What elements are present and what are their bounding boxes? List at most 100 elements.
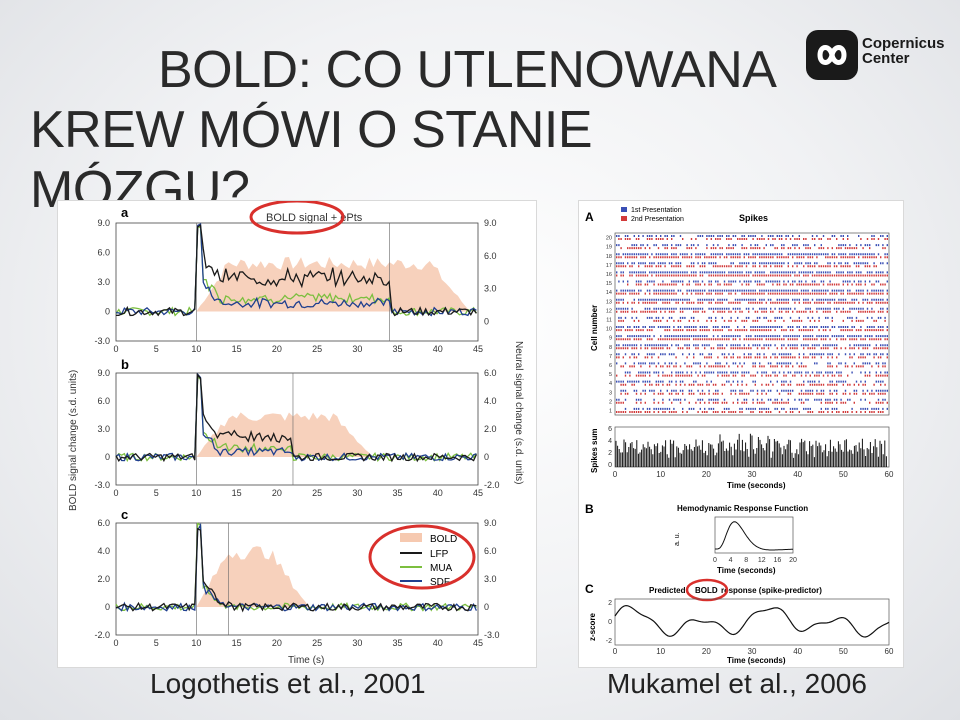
x-tick-c: 35 (393, 638, 403, 648)
left-tick-b: 0 (105, 452, 110, 462)
x-tick-c: 30 (352, 638, 362, 648)
time-tick: 0 (613, 470, 618, 479)
x-tick-a: 40 (433, 344, 443, 354)
figure-mukamel-svg: A 1st Presentation 2nd Presentation Spik… (585, 207, 894, 665)
logo-text: Copernicus Center (862, 35, 945, 67)
caption-mukamel: Mukamel et al., 2006 (607, 668, 867, 699)
plot-a: 9.06.03.00-3.09.06.03.000 5 10 15 20 25 30 35 40… (94, 218, 496, 354)
raster-title: Spikes (739, 213, 768, 223)
pred-time-tick: 30 (748, 647, 757, 656)
x-tick-a: 35 (393, 344, 403, 354)
x-tick-b: 5 (154, 488, 159, 498)
hrf-tick: 20 (789, 557, 797, 564)
pred-time-tick: 50 (839, 647, 848, 656)
highlight-circle-legend (368, 524, 476, 590)
x-tick-a: 5 (154, 344, 159, 354)
pred-time-tick: 60 (885, 647, 894, 656)
spikes-sum-tick: 6 (608, 426, 612, 433)
right-tick-a: 6.0 (484, 251, 497, 261)
legend-2nd: 2nd Presentation (631, 216, 684, 223)
title-line-1: BOLD: CO UTLENOWANA (158, 41, 777, 99)
left-tick-b: 6.0 (97, 396, 110, 406)
cell-tick: 9 (609, 336, 612, 342)
left-tick-c: -2.0 (94, 630, 110, 640)
right-tick-a: 3.0 (484, 284, 497, 294)
copernicus-logo-icon (806, 30, 858, 80)
x-tick-a: 45 (473, 344, 483, 354)
panel-label-a: a (121, 205, 129, 220)
right-tick-a: 0 (484, 316, 489, 326)
time-tick: 50 (839, 470, 848, 479)
right-tick-c: -3.0 (484, 630, 500, 640)
x-tick-b: 15 (232, 488, 242, 498)
legend-bold: BOLD (430, 534, 457, 545)
left-tick-a: 9.0 (97, 218, 110, 228)
x-tick-b: 45 (473, 488, 483, 498)
cell-tick: 17 (606, 263, 612, 269)
trace-lfp-b (115, 373, 477, 463)
cell-tick: 14 (606, 290, 612, 296)
time-label: Time (seconds) (727, 481, 786, 490)
legend-swatch-1st (621, 207, 627, 212)
bold-area-c (196, 546, 310, 607)
right-tick-b: 0 (484, 452, 489, 462)
x-tick-b: 40 (433, 488, 443, 498)
cell-tick: 5 (609, 372, 612, 378)
legend-mua: MUA (430, 563, 453, 574)
legend-1st: 1st Presentation (631, 207, 682, 214)
left-tick-a: 6.0 (97, 248, 110, 258)
hrf-title: Hemodynamic Response Function (677, 504, 808, 513)
cell-tick: 20 (606, 236, 612, 242)
cell-tick: 3 (609, 390, 612, 396)
plot-c: 6.04.02.00-2.09.06.03.00-3.00 5 10 15 20 25 30… (94, 518, 499, 648)
figure-logothetis: a b c BOLD signal + ePts BOLD signal cha… (57, 199, 537, 668)
time-tick: 40 (793, 470, 802, 479)
z-tick: 2 (608, 600, 612, 607)
x-tick-b: 30 (352, 488, 362, 498)
trace-sdf-c (115, 522, 477, 613)
left-tick-a: -3.0 (94, 336, 110, 346)
x-tick-b: 0 (113, 488, 118, 498)
x-tick-c: 40 (433, 638, 443, 648)
x-tick-c: 20 (272, 638, 282, 648)
right-axis-label: Neural signal change (s.d. units) (513, 341, 524, 484)
plot-frame-a (115, 222, 479, 342)
x-tick-c: 0 (113, 638, 118, 648)
cell-tick: 19 (606, 245, 612, 251)
x-tick-b: 35 (393, 488, 403, 498)
right-tick-b: 4.0 (484, 396, 497, 406)
pred-title-post: response (spike-predictor) (721, 586, 822, 595)
cell-tick: 4 (609, 381, 612, 387)
x-tick-a: 25 (312, 344, 322, 354)
hrf-time-label: Time (seconds) (717, 566, 776, 575)
time-tick: 30 (748, 470, 757, 479)
pred-time-label: Time (seconds) (727, 656, 786, 665)
x-tick-c: 10 (191, 638, 201, 648)
hrf-tick: 4 (729, 557, 733, 564)
z-tick: -2 (606, 638, 612, 645)
pred-time-tick: 20 (702, 647, 711, 656)
cell-tick: 8 (609, 345, 612, 351)
x-tick-c: 45 (473, 638, 483, 648)
right-tick-b: 6.0 (484, 368, 497, 378)
x-tick-a: 10 (191, 344, 201, 354)
cell-tick: 12 (606, 308, 612, 314)
pred-curve (614, 604, 890, 638)
spikes-sum-bars (615, 433, 887, 467)
z-label: z-score (588, 612, 597, 641)
panel-label-B: B (585, 502, 594, 516)
cell-axis-label: Cell number (590, 305, 599, 351)
highlight-circle-bold-title (249, 199, 345, 235)
hrf-ylabel: a. u. (674, 532, 681, 546)
right-tick-b: 2.0 (484, 424, 497, 434)
z-tick: 0 (608, 619, 612, 626)
x-tick-b: 25 (312, 488, 322, 498)
legend-swatch-bold (400, 533, 422, 542)
right-tick-a: 9.0 (484, 218, 497, 228)
legend: BOLD LFP MUA SDF (400, 533, 457, 588)
trace-lfp-a (115, 224, 477, 317)
cell-tick: 1 (609, 408, 612, 414)
left-tick-a: 3.0 (97, 277, 110, 287)
hrf-plot: 0 4 8 12 16 20 (713, 516, 797, 564)
